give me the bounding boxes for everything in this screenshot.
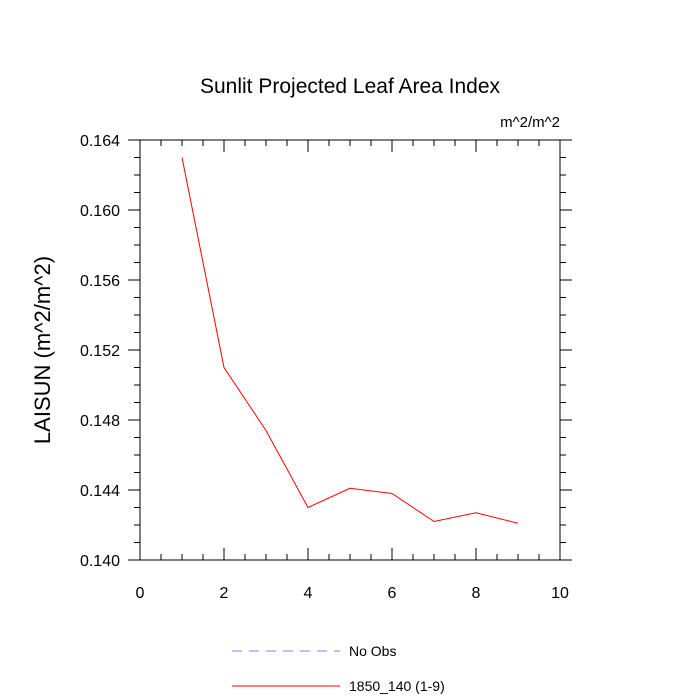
y-tick-label: 0.156 bbox=[80, 273, 120, 290]
legend-label: No Obs bbox=[349, 643, 396, 659]
y-tick-label: 0.144 bbox=[80, 483, 120, 500]
series-line-1 bbox=[181, 157, 519, 524]
x-tick-label: 8 bbox=[472, 585, 481, 602]
legend-label: 1850_140 (1-9) bbox=[349, 678, 445, 694]
chart-title: Sunlit Projected Leaf Area Index bbox=[200, 75, 501, 98]
x-tick-label: 2 bbox=[220, 585, 229, 602]
x-tick-label: 4 bbox=[304, 585, 313, 602]
y-tick-label: 0.152 bbox=[80, 343, 120, 360]
y-tick-label: 0.160 bbox=[80, 203, 120, 220]
units-label: m^2/m^2 bbox=[500, 114, 560, 131]
axis-ticks bbox=[128, 139, 572, 561]
x-tick-label: 10 bbox=[551, 585, 569, 602]
series-layer bbox=[181, 157, 519, 524]
plot-frame bbox=[139, 139, 561, 561]
x-tick-label: 6 bbox=[388, 585, 397, 602]
tick-labels: 0 2 4 6 8 10 0.140 0.144 0.148 0.152 0.156 0.160 0.1… bbox=[80, 133, 569, 602]
y-axis-label: LAISUN (m^2/m^2) bbox=[30, 256, 55, 444]
y-tick-label: 0.140 bbox=[80, 553, 120, 570]
y-tick-label: 0.164 bbox=[80, 133, 120, 150]
x-tick-label: 0 bbox=[136, 585, 145, 602]
legend: No Obs 1850_140 (1-9) bbox=[232, 643, 445, 694]
y-tick-label: 0.148 bbox=[80, 413, 120, 430]
